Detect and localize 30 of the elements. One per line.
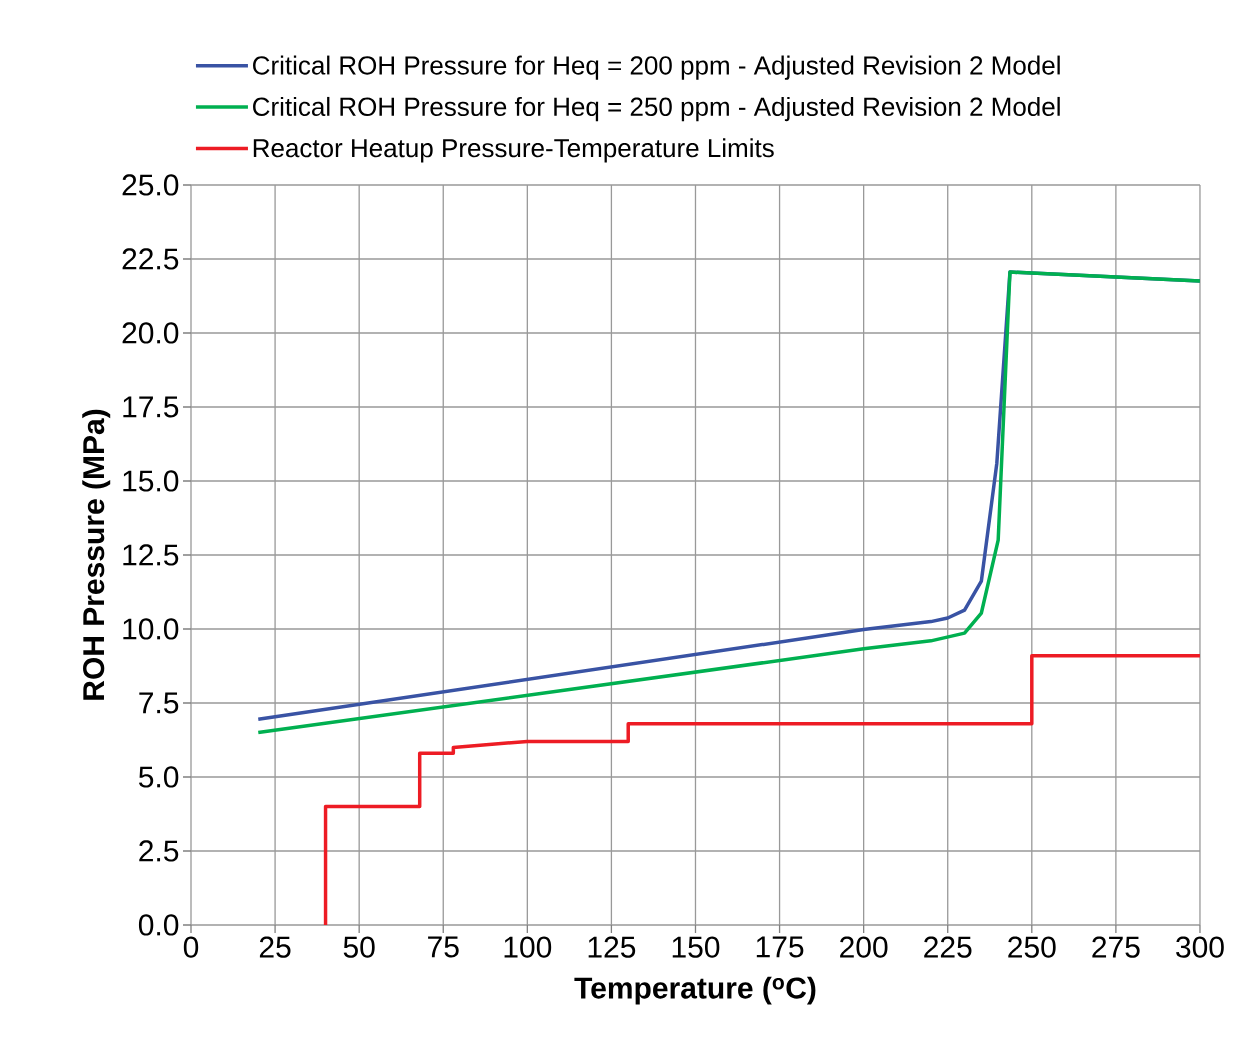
y-tick-label: 0.0 — [138, 914, 179, 936]
x-tick-label: 50 — [343, 936, 375, 958]
y-tick-label: 7.5 — [139, 692, 179, 714]
legend-label: Critical ROH Pressure for Heq = 200 ppm - Adjusted Revision 2 Model — [253, 55, 1060, 80]
line-series — [323, 653, 1200, 925]
y-tick-label: 15.0 — [123, 470, 179, 492]
y-tick-label: 10.0 — [123, 618, 179, 640]
y-tick-label: 2.5 — [139, 840, 179, 862]
x-tick-label: 225 — [924, 936, 972, 958]
x-tick-label: 0 — [183, 936, 199, 958]
y-tick-label: 22.5 — [122, 248, 179, 270]
x-tick-label: 25 — [259, 936, 291, 958]
legend-label: Reactor Heatup Pressure-Temperature Limits — [253, 138, 774, 163]
legend-label: Critical ROH Pressure for Heq = 250 ppm - Adjusted Revision 2 Model — [253, 96, 1060, 122]
x-tick-label: 75 — [428, 936, 459, 958]
y-tick-label: 17.5 — [123, 396, 179, 418]
y-tick-label: 5.0 — [138, 766, 179, 788]
y-tick-label: 20.0 — [122, 322, 179, 344]
x-axis-title: Temperature ($^{o}$C) — [574, 976, 816, 1005]
x-tick-label: 200 — [840, 936, 888, 958]
y-tick-label: 12.5 — [123, 544, 179, 566]
x-tick-label: 125 — [588, 936, 636, 958]
x-tick-label: 275 — [1092, 936, 1140, 958]
y-axis-title: ROH Pressure (MPa) — [82, 409, 111, 700]
x-tick-label: 250 — [1008, 936, 1056, 958]
x-tick-label: 175 — [756, 936, 804, 958]
x-tick-label: 150 — [672, 936, 720, 958]
x-tick-label: 100 — [504, 936, 552, 958]
y-tick-label: 25.0 — [122, 174, 179, 196]
x-tick-label: 300 — [1176, 936, 1224, 958]
